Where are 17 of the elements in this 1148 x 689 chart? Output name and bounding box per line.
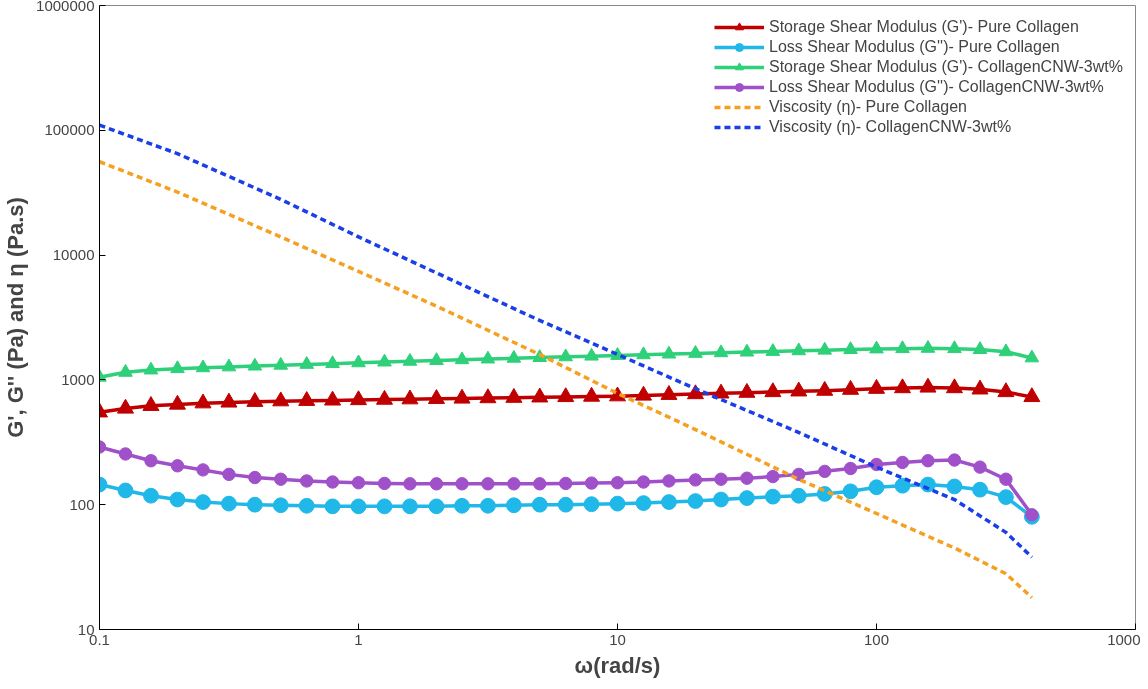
y-tick-label: 1000000	[36, 0, 95, 14]
x-tick-label: 1000	[1107, 630, 1141, 648]
x-tick-label: 100	[863, 630, 890, 648]
y-axis-title: G', G'' (Pa) and η (Pa.s)	[3, 197, 29, 438]
x-tick-label: 1	[354, 630, 363, 648]
legend-label: Storage Shear Modulus (G')- CollagenCNW-3wt%	[768, 58, 1123, 76]
y-tick-label: 1000	[61, 370, 95, 388]
x-axis-title: ω(rad/s)	[574, 652, 661, 678]
legend-label: Viscosity (η)- CollagenCNW-3wt%	[768, 118, 1012, 136]
legend-label: Viscosity (η)- Pure Collagen	[768, 98, 967, 116]
y-tick-label: 10000	[52, 246, 95, 264]
y-tick-label: 100000	[44, 121, 95, 139]
legend-label: Loss Shear Modulus (G'')- CollagenCNW-3wt%	[768, 78, 1104, 96]
x-tick-label: 10	[609, 630, 626, 648]
legend-label: Loss Shear Modulus (G'')- Pure Collagen	[768, 38, 1060, 56]
legend-label: Storage Shear Modulus (G')- Pure Collagen	[768, 18, 1079, 36]
y-tick-label: 100	[69, 495, 95, 513]
